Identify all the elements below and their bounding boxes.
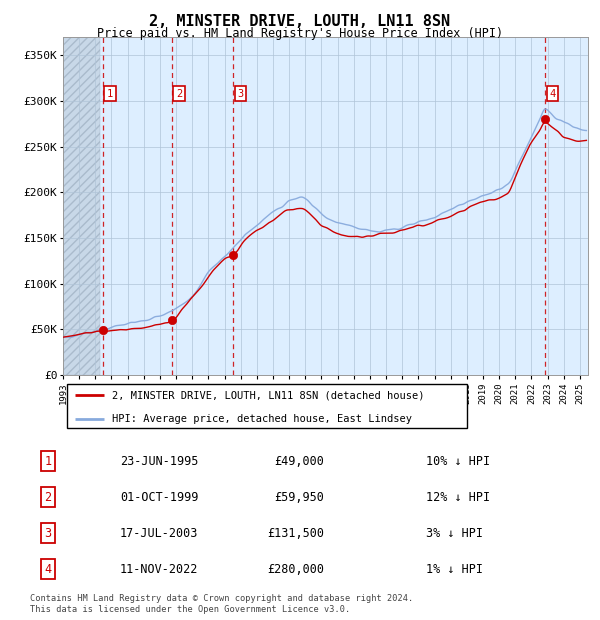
Text: 4: 4 [550,89,556,99]
Text: Contains HM Land Registry data © Crown copyright and database right 2024.: Contains HM Land Registry data © Crown c… [30,594,413,603]
Text: £131,500: £131,500 [267,527,324,539]
Text: £280,000: £280,000 [267,563,324,575]
Text: HPI: Average price, detached house, East Lindsey: HPI: Average price, detached house, East… [112,414,412,423]
Text: 3% ↓ HPI: 3% ↓ HPI [426,527,483,539]
Text: 2, MINSTER DRIVE, LOUTH, LN11 8SN (detached house): 2, MINSTER DRIVE, LOUTH, LN11 8SN (detac… [112,390,424,400]
Text: This data is licensed under the Open Government Licence v3.0.: This data is licensed under the Open Gov… [30,604,350,614]
Text: 1% ↓ HPI: 1% ↓ HPI [426,563,483,575]
Text: 3: 3 [44,527,52,539]
Text: £49,000: £49,000 [274,455,324,467]
Text: 3: 3 [237,89,244,99]
Text: 01-OCT-1999: 01-OCT-1999 [120,491,199,503]
Text: 4: 4 [44,563,52,575]
Text: Price paid vs. HM Land Registry's House Price Index (HPI): Price paid vs. HM Land Registry's House … [97,27,503,40]
Text: 12% ↓ HPI: 12% ↓ HPI [426,491,490,503]
Text: 10% ↓ HPI: 10% ↓ HPI [426,455,490,467]
Text: 2, MINSTER DRIVE, LOUTH, LN11 8SN: 2, MINSTER DRIVE, LOUTH, LN11 8SN [149,14,451,29]
FancyBboxPatch shape [67,384,467,428]
Bar [63,37,100,375]
Text: 2: 2 [44,491,52,503]
Text: 1: 1 [44,455,52,467]
Text: 17-JUL-2003: 17-JUL-2003 [120,527,199,539]
Text: 11-NOV-2022: 11-NOV-2022 [120,563,199,575]
Text: £59,950: £59,950 [274,491,324,503]
Text: 2: 2 [176,89,182,99]
Bar [63,37,100,375]
Text: 1: 1 [107,89,113,99]
Text: 23-JUN-1995: 23-JUN-1995 [120,455,199,467]
